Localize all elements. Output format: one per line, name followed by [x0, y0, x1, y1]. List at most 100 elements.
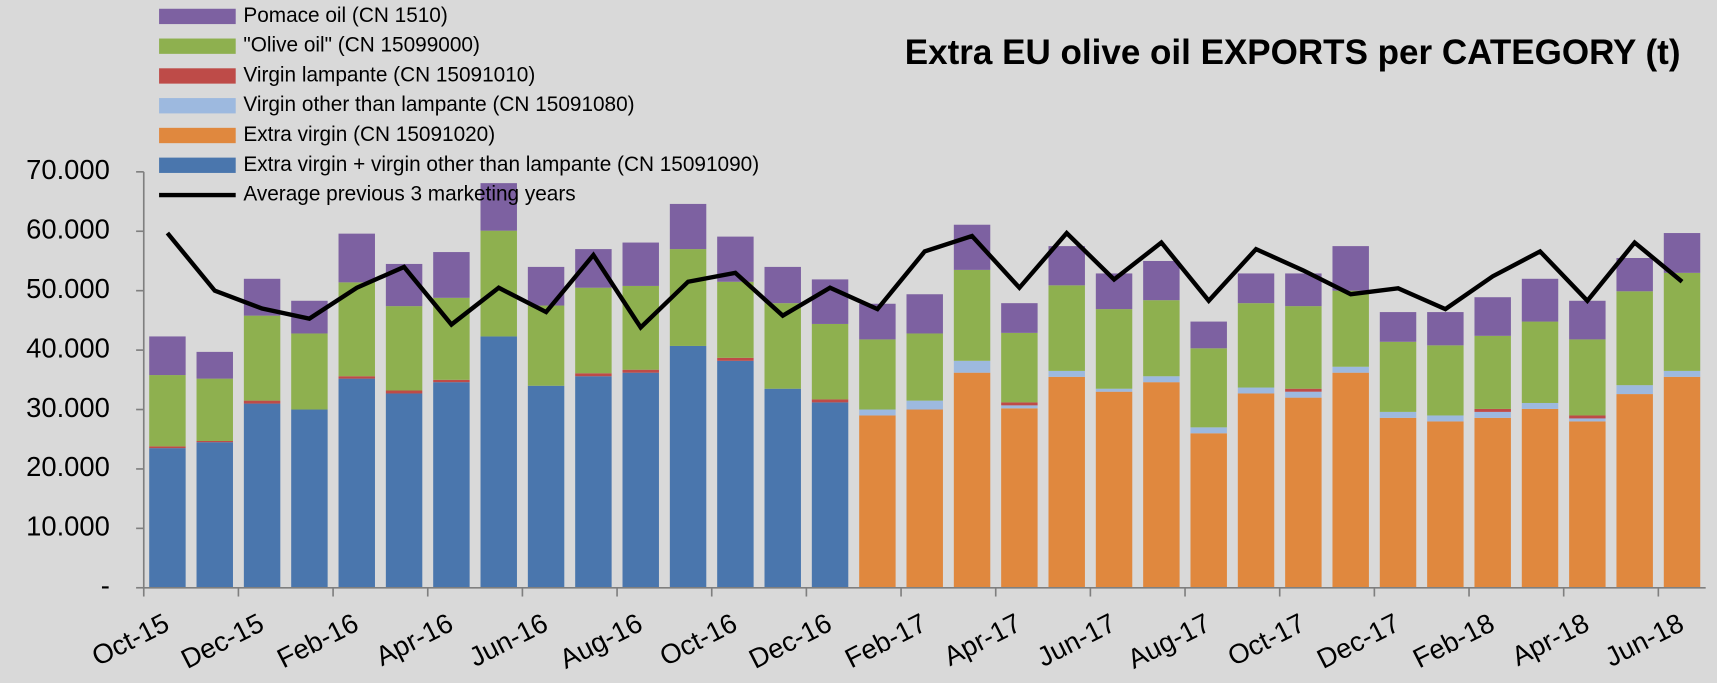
- bar-segment: [1048, 376, 1085, 588]
- bar-segment: [1616, 385, 1653, 395]
- bar-segment: [1332, 246, 1369, 291]
- bar-segment: [243, 315, 281, 401]
- legend-swatch: [159, 8, 236, 25]
- bar-segment: [906, 400, 943, 410]
- bar-segment: [1048, 370, 1085, 377]
- bar-segment: [1663, 370, 1701, 377]
- bar-segment: [622, 242, 659, 286]
- bar-segment: [149, 375, 186, 447]
- bar-segment: [1616, 394, 1653, 588]
- bar-segment: [433, 382, 470, 588]
- bar-segment: [338, 376, 375, 379]
- bar-segment: [1569, 418, 1606, 422]
- bar-segment: [196, 378, 233, 442]
- bar-segment: [1663, 376, 1701, 588]
- bar-segment: [575, 373, 612, 377]
- y-tick-label: 70.000: [26, 154, 110, 185]
- bar-segment: [1285, 306, 1322, 389]
- bar-segment: [291, 409, 328, 588]
- y-tick-label: 10.000: [26, 511, 110, 542]
- bar-segment: [1001, 303, 1038, 333]
- bar-segment: [764, 266, 801, 304]
- y-tick-label: 20.000: [26, 451, 110, 482]
- bar-segment: [1521, 321, 1559, 403]
- bar-segment: [385, 390, 423, 394]
- bar-segment: [1474, 411, 1511, 418]
- legend-label: Virgin other than lampante (CN 15091080): [243, 93, 634, 116]
- legend-swatch: [159, 127, 236, 144]
- bar-segment: [149, 446, 186, 449]
- legend-label: "Olive oil" (CN 15099000): [243, 34, 480, 57]
- bar-segment: [1237, 303, 1275, 388]
- bar-segment: [717, 357, 754, 361]
- bar-segment: [1237, 393, 1275, 588]
- legend-label: Average previous 3 marketing years: [243, 183, 575, 206]
- bar-segment: [953, 360, 991, 373]
- bar-segment: [1237, 387, 1275, 394]
- bar-segment: [1379, 312, 1417, 342]
- legend-swatch: [159, 98, 236, 114]
- legend-swatch: [159, 38, 236, 54]
- bar-segment: [1285, 397, 1322, 588]
- bar-segment: [1427, 312, 1464, 346]
- bar-segment: [811, 323, 849, 400]
- bar-segment: [338, 233, 375, 283]
- bar-segment: [480, 230, 517, 337]
- bar-segment: [1474, 297, 1511, 336]
- bar-segment: [669, 249, 707, 346]
- bar-segment: [906, 333, 943, 401]
- bar-segment: [1095, 309, 1133, 389]
- bar-segment: [717, 281, 754, 358]
- bar-segment: [859, 339, 896, 410]
- bar-segment: [1569, 421, 1606, 588]
- bar-segment: [1427, 421, 1464, 588]
- bar-segment: [953, 372, 991, 588]
- bar-segment: [1190, 321, 1227, 349]
- bar-segment: [1569, 300, 1606, 340]
- bar-segment: [527, 385, 565, 588]
- y-tick-label: 30.000: [26, 392, 110, 423]
- bar-segment: [622, 369, 659, 373]
- bar-segment: [1474, 417, 1511, 588]
- bar-segment: [1427, 415, 1464, 422]
- bar-segment: [1663, 233, 1701, 273]
- bar-segment: [1001, 332, 1038, 403]
- y-tick-label: -: [101, 570, 110, 601]
- bar-segment: [1001, 408, 1038, 588]
- bar-segment: [1285, 391, 1322, 398]
- bar-segment: [906, 294, 943, 334]
- bar-segment: [1095, 388, 1133, 392]
- bar-segment: [859, 415, 896, 588]
- y-tick-label: 60.000: [26, 213, 110, 244]
- bar-segment: [243, 403, 281, 588]
- bar-segment: [243, 400, 281, 404]
- bar-segment: [1379, 341, 1417, 412]
- bar-segment: [527, 305, 565, 386]
- bar-segment: [1095, 391, 1133, 588]
- bar-segment: [1521, 402, 1559, 409]
- bar-segment: [906, 409, 943, 588]
- bar-segment: [859, 409, 896, 416]
- bar-segment: [669, 203, 707, 250]
- bar-segment: [717, 360, 754, 588]
- bar-segment: [1427, 345, 1464, 416]
- y-tick-label: 40.000: [26, 332, 110, 363]
- bar-segment: [1001, 402, 1038, 406]
- bar-segment: [1569, 339, 1606, 416]
- bar-segment: [622, 372, 659, 588]
- bar-segment: [196, 442, 233, 588]
- bar-segment: [1048, 285, 1085, 371]
- bar-segment: [575, 287, 612, 374]
- bar-segment: [1332, 290, 1369, 367]
- bar-segment: [480, 336, 517, 588]
- bar-segment: [1616, 291, 1653, 386]
- bar-segment: [1474, 335, 1511, 409]
- bar-segment: [1143, 260, 1180, 301]
- bar-segment: [764, 388, 801, 588]
- bar-segment: [1521, 278, 1559, 322]
- bar-segment: [1143, 376, 1180, 383]
- bar-segment: [1332, 366, 1369, 373]
- bar-segment: [1190, 433, 1227, 588]
- chart-title: Extra EU olive oil EXPORTS per CATEGORY …: [905, 33, 1681, 72]
